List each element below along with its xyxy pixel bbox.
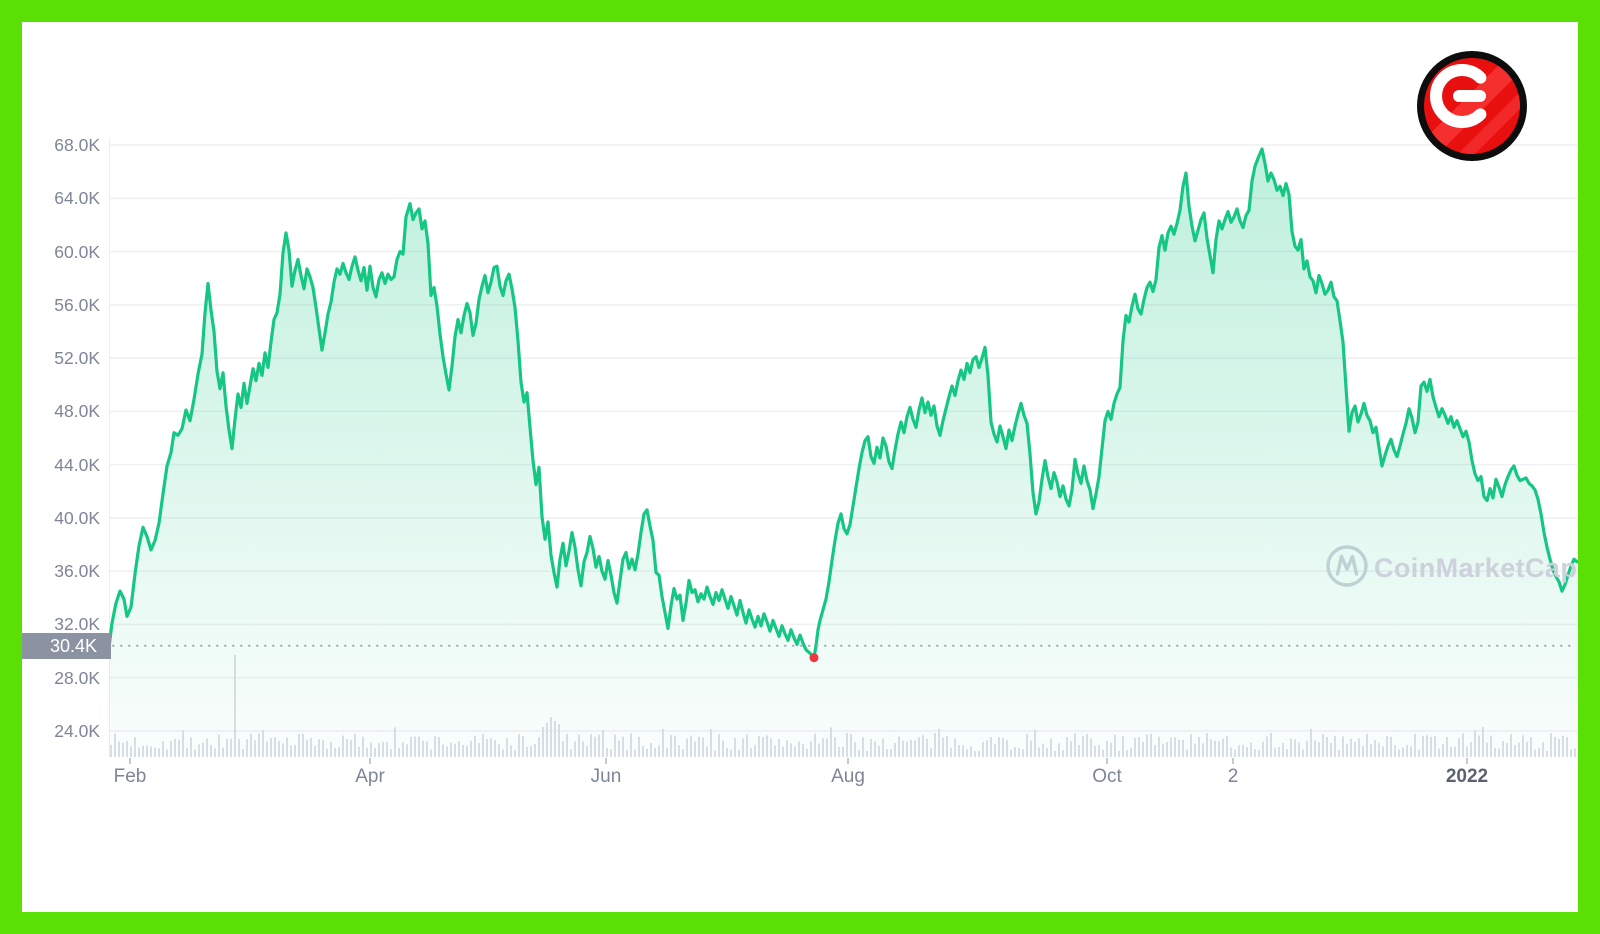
- y-axis-label: 36.0K: [54, 561, 100, 582]
- x-axis-label: Jun: [590, 766, 622, 787]
- x-axis-tick-marks: [129, 758, 1468, 764]
- y-axis-label: 24.0K: [54, 720, 100, 741]
- price-area-fill: [109, 149, 1577, 757]
- y-axis-label: 68.0K: [54, 135, 100, 155]
- brand-logo-glyph: [1430, 64, 1487, 128]
- x-axis-label: Apr: [355, 766, 385, 787]
- y-axis-label: 40.0K: [54, 507, 100, 528]
- x-axis-label: 2: [1227, 766, 1239, 787]
- reference-price-badge: 30.4K: [22, 632, 111, 659]
- x-axis-label: 2022: [1445, 766, 1489, 787]
- y-axis-label: 48.0K: [54, 401, 100, 422]
- brand-logo: [1417, 51, 1527, 161]
- y-axis-label: 44.0K: [54, 454, 100, 475]
- y-axis-label: 60.0K: [54, 241, 100, 262]
- x-axis-label: Feb: [113, 766, 147, 787]
- x-axis-label: Oct: [1092, 766, 1122, 787]
- y-axis-label: 64.0K: [54, 188, 100, 209]
- y-axis-label: 52.0K: [54, 348, 100, 369]
- price-line: [107, 147, 1578, 660]
- watermark-text: CoinMarketCap: [1374, 553, 1578, 583]
- price-chart-canvas[interactable]: [22, 22, 1578, 912]
- y-axis-label: 32.0K: [54, 614, 100, 635]
- y-axis-label: 56.0K: [54, 294, 100, 315]
- chart-panel: 68.0K 64.0K 60.0K 56.0K 52.0K 48.0K 44.0K 40.0K…: [22, 22, 1578, 912]
- brand-logo-stripes: [1424, 58, 1520, 154]
- x-axis-label: Aug: [831, 766, 865, 787]
- low-point-marker: [809, 653, 819, 663]
- y-axis-label: 28.0K: [54, 667, 100, 688]
